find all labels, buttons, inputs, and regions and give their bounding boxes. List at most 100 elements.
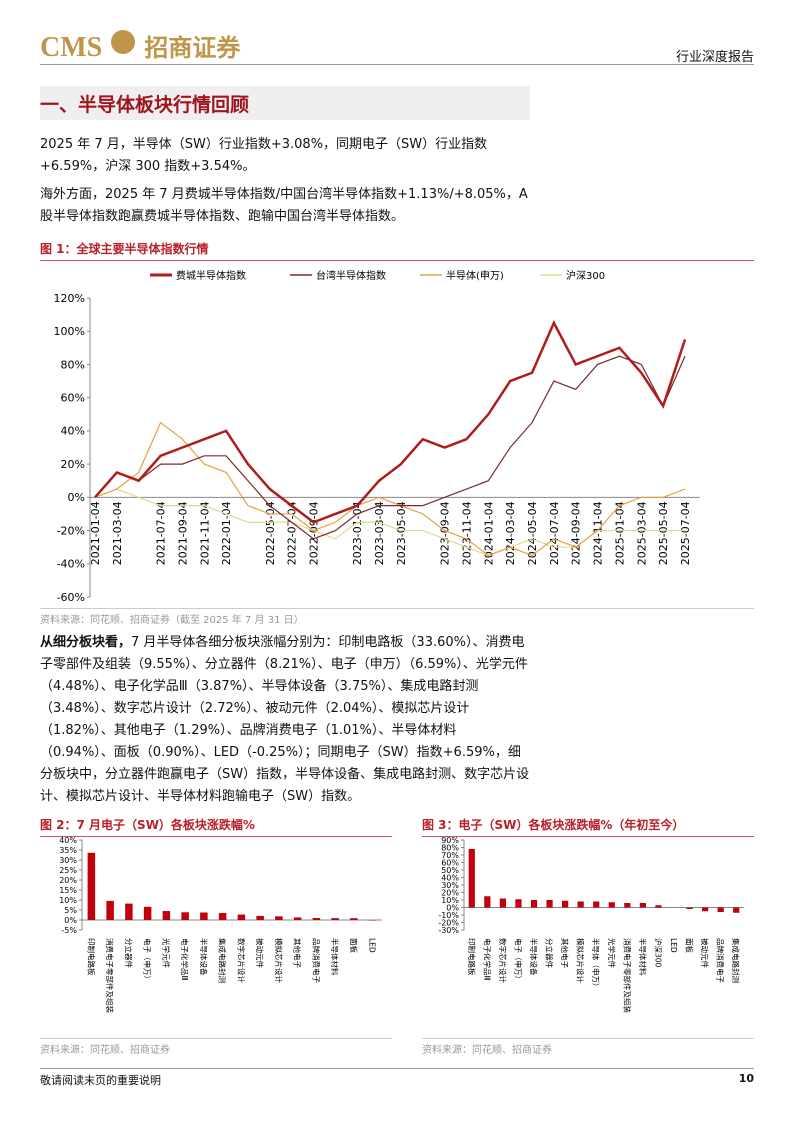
bar — [256, 915, 264, 920]
bar — [515, 899, 522, 908]
bar — [639, 903, 646, 908]
x-tick-label: 2024-11-04 — [592, 501, 605, 565]
y-tick-label: -20% — [57, 524, 85, 537]
bar — [484, 896, 491, 908]
series-line — [94, 320, 687, 524]
paragraph: 2025 年 7 月，半导体（SW）行业指数+3.08%，同期电子（SW）行业指… — [40, 137, 488, 174]
x-tick-label: 沪深300 — [653, 938, 663, 968]
bar — [87, 852, 96, 920]
x-tick-label: 2023-09-04 — [439, 501, 452, 565]
x-tick-label: 2021-01-04 — [89, 501, 102, 565]
x-tick-label: 模拟芯片设计 — [274, 938, 284, 983]
logo: CMS 招商证券 — [40, 28, 240, 64]
bar — [624, 903, 631, 908]
y-tick-label: 90% — [441, 836, 459, 845]
y-tick-label: 20% — [61, 458, 85, 471]
bar — [608, 902, 615, 908]
bar — [218, 913, 227, 920]
x-tick-label: 半导体材料 — [330, 938, 340, 976]
x-tick-label: 电子化学品Ⅲ — [482, 938, 492, 981]
y-tick-label: 40% — [441, 873, 459, 882]
bar — [125, 903, 133, 920]
x-tick-label: 半导体（申万） — [591, 938, 601, 991]
bar — [200, 912, 208, 920]
y-tick-label: 50% — [441, 866, 459, 875]
y-tick-label: 25% — [59, 866, 77, 875]
x-tick-label: 2023-11-04 — [460, 501, 473, 565]
x-tick-label: 2022-09-04 — [308, 501, 321, 565]
y-tick-label: 30% — [441, 881, 459, 890]
y-tick-label: 100% — [54, 325, 85, 338]
source: 资料来源：同花顺、招商证券 — [422, 1038, 754, 1056]
bar — [468, 849, 475, 908]
x-tick-label: 电子（申万） — [513, 938, 523, 983]
y-tick-label: 0% — [64, 916, 77, 925]
x-tick-label: 2021-07-04 — [155, 501, 168, 565]
y-tick-label: -20% — [438, 918, 459, 927]
y-tick-label: 40% — [59, 836, 77, 845]
x-tick-label: 光学元件 — [161, 938, 171, 968]
y-tick-label: -40% — [57, 558, 85, 571]
x-tick-label: LED — [368, 938, 377, 953]
figure-title: 图 1：全球主要半导体指数行情 — [40, 240, 754, 261]
y-tick-label: 10% — [441, 896, 459, 905]
x-tick-label: 集成电路封测 — [731, 938, 741, 983]
x-tick-label: 印制电路板 — [467, 938, 477, 976]
y-tick-label: 60% — [441, 858, 459, 867]
x-tick-label: 品牌消费电子 — [716, 938, 726, 983]
bar — [350, 918, 358, 920]
x-tick-label: 其他电子 — [293, 938, 303, 968]
footer-rule — [40, 1068, 754, 1069]
bar-chart: -30%-20%-10%0%10%20%30%40%50%60%70%80%90… — [438, 836, 744, 1013]
y-tick-label: 70% — [441, 851, 459, 860]
x-tick-label: 电子（申万） — [143, 938, 153, 983]
bar — [293, 917, 302, 920]
x-tick-label: 2024-07-04 — [548, 501, 561, 565]
y-tick-label: 0% — [68, 491, 85, 504]
y-tick-label: -30% — [438, 926, 459, 935]
x-tick-label: 2024-09-04 — [570, 501, 583, 565]
y-tick-label: 5% — [64, 906, 77, 915]
x-tick-label: 数字芯片设计 — [236, 938, 246, 983]
bar — [106, 900, 114, 920]
x-tick-label: 消费电子零部件及组装 — [105, 938, 115, 1013]
y-tick-label: 20% — [59, 876, 77, 885]
x-tick-label: 分立器件 — [124, 938, 134, 968]
x-tick-label: 电子化学品Ⅲ — [180, 938, 190, 981]
x-tick-label: 集成电路封测 — [218, 938, 228, 983]
bar — [577, 901, 584, 908]
legend-label: 费城半导体指数 — [176, 269, 246, 282]
x-tick-label: 半导体设备 — [199, 938, 209, 976]
x-tick-label: 2023-05-04 — [395, 501, 408, 565]
header-rule — [40, 64, 754, 65]
x-tick-label: 分立器件 — [545, 938, 555, 968]
bar — [717, 907, 724, 912]
y-tick-label: 80% — [441, 843, 459, 852]
brand: CMS — [40, 32, 103, 63]
x-tick-label: 2023-03-04 — [373, 501, 386, 565]
x-tick-label: LED — [669, 938, 678, 953]
bar — [331, 918, 339, 920]
legend-label: 半导体(申万) — [446, 269, 504, 282]
page-number: 10 — [738, 1072, 754, 1085]
bar — [655, 905, 662, 908]
x-tick-label: 被动元件 — [700, 938, 710, 968]
bar — [312, 917, 321, 920]
x-tick-label: 2022-05-04 — [264, 501, 277, 565]
bar-chart: -5%0%5%10%15%20%25%30%35%40% 印制电路板 消费电子零部件… — [59, 836, 382, 1013]
x-tick-label: 2025-01-04 — [613, 501, 626, 565]
bar — [499, 898, 506, 908]
y-tick-label: -10% — [438, 911, 459, 920]
x-tick-label: 2025-07-04 — [679, 501, 692, 565]
y-tick-label: -5% — [61, 926, 77, 935]
paragraph: 海外方面，2025 年 7 月费城半导体指数/中国台湾半导体指数+1.13%/+… — [40, 187, 528, 224]
y-tick-label: 60% — [61, 392, 85, 405]
bar — [275, 916, 283, 920]
analysis-text: 7 月半导体各细分板块涨幅分别为：印制电路板（33.60%）、消费电子零部件及组… — [40, 635, 530, 804]
y-tick-label: 15% — [59, 886, 77, 895]
x-tick-label: 2022-01-04 — [220, 501, 233, 565]
x-tick-label: 消费电子零部件及组装 — [622, 938, 632, 1013]
x-tick-label: 光学元件 — [607, 938, 617, 968]
x-tick-label: 2024-01-04 — [482, 501, 495, 565]
